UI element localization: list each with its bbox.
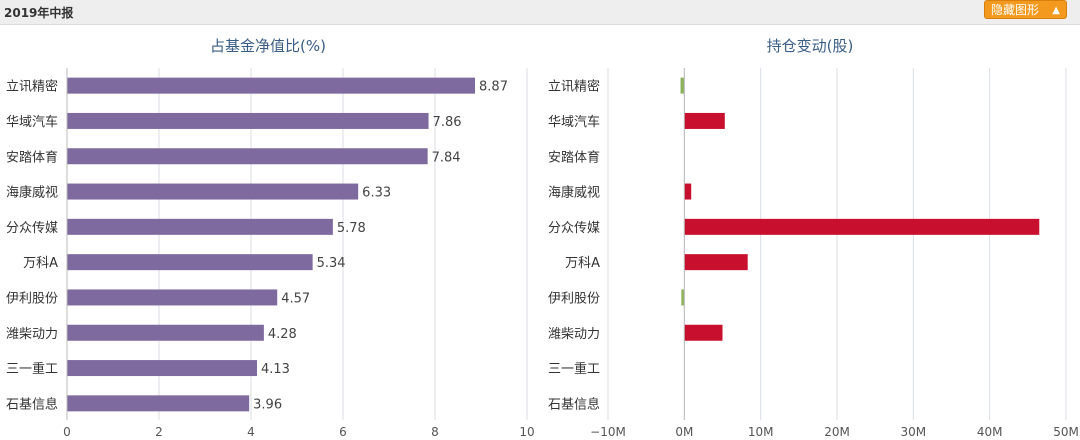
right-chart-category-label: 万科A: [565, 256, 600, 271]
left-chart-tick-label: 2: [155, 425, 163, 439]
right-chart-tick-label: 50M: [1053, 425, 1079, 439]
right-chart: −10M 0M 10M 20M 30M 40M 50M 立讯精密华域汽车安踏体育海康威视分众传…: [548, 68, 1079, 439]
left-chart-tick-label: 4: [247, 425, 255, 439]
left-chart-data-label: 5.34: [317, 256, 346, 271]
left-chart-data-label: 3.96: [253, 397, 282, 412]
right-chart-tick-label: 0M: [675, 425, 693, 439]
right-chart-tick-label: −10M: [590, 425, 626, 439]
right-chart-tick-label: 30M: [901, 425, 927, 439]
right-chart-bar: [684, 324, 723, 341]
left-chart-category-label: 万科A: [23, 256, 58, 271]
left-chart-category-label: 安踏体育: [6, 149, 58, 165]
right-chart-category-label: 分众传媒: [548, 221, 600, 236]
left-chart-data-label: 7.84: [432, 150, 461, 165]
left-chart-category-label: 石基信息: [6, 396, 58, 412]
right-chart-category-label: 伊利股份: [548, 291, 600, 306]
left-chart-bar: [67, 218, 333, 235]
right-chart-bar: [684, 218, 1040, 235]
left-chart-data-label: 4.28: [268, 327, 297, 342]
left-chart-data-label: 7.86: [433, 115, 462, 130]
right-chart-category-label: 海康威视: [548, 185, 600, 201]
left-chart-data-label: 4.57: [281, 291, 310, 306]
hide-chart-button-label: 隐藏图形: [991, 3, 1040, 17]
left-chart-category-label: 潍柴动力: [6, 327, 58, 342]
right-chart-category-label: 华域汽车: [548, 114, 600, 130]
left-chart-bar: [67, 289, 278, 306]
right-chart-tick-label: 20M: [824, 425, 850, 439]
left-chart-category-label: 分众传媒: [6, 221, 58, 236]
right-chart-category-label: 潍柴动力: [548, 327, 600, 342]
right-chart-bar: [684, 254, 748, 271]
right-chart-category-label: 安踏体育: [548, 149, 600, 165]
left-chart-data-label: 8.87: [479, 80, 508, 95]
right-chart-category-label: 三一重工: [548, 361, 600, 377]
left-chart-category-label: 海康威视: [6, 185, 58, 201]
left-chart-data-label: 5.78: [337, 221, 366, 236]
right-chart-tick-label: 40M: [977, 425, 1003, 439]
left-chart-bar: [67, 183, 359, 200]
left-chart-tick-label: 0: [63, 425, 71, 439]
left-chart-category-label: 伊利股份: [6, 291, 58, 306]
left-chart-tick-label: 6: [339, 425, 347, 439]
hide-chart-button[interactable]: 隐藏图形 ▲: [984, 0, 1067, 19]
right-chart-category-label: 石基信息: [548, 396, 600, 412]
left-chart-bar: [67, 324, 264, 341]
left-chart-bar: [67, 254, 313, 271]
left-chart-category-label: 华域汽车: [6, 114, 58, 130]
right-chart-bar: [680, 77, 685, 94]
left-chart-tick-label: 10: [519, 425, 534, 439]
left-chart-tick-label: 8: [431, 425, 439, 439]
right-chart-title: 持仓变动(股): [767, 37, 854, 55]
left-chart-bar: [67, 112, 429, 129]
caret-up-icon: ▲: [1052, 5, 1060, 16]
left-chart-bar: [67, 395, 250, 412]
left-chart-bar: [67, 360, 257, 377]
right-chart-tick-label: 10M: [748, 425, 774, 439]
right-chart-bar: [681, 289, 685, 306]
left-chart-title: 占基金净值比(%): [210, 37, 326, 55]
report-title: 2019年中报: [4, 6, 74, 20]
left-chart-data-label: 4.13: [261, 362, 290, 377]
left-chart-category-label: 三一重工: [6, 361, 58, 377]
left-chart-data-label: 6.33: [362, 186, 391, 201]
right-chart-bar: [684, 183, 692, 200]
right-chart-bar: [684, 112, 725, 129]
left-chart-bar: [67, 148, 428, 165]
right-chart-category-label: 立讯精密: [548, 79, 600, 95]
report-header: 2019年中报 隐藏图形 ▲: [0, 0, 1080, 25]
left-chart: 0 2 4 6 8 10 立讯精密 8.87 华域汽车 7.86 安踏体育 7.84 海康威视 6.33 分…: [6, 68, 535, 439]
left-chart-category-label: 立讯精密: [6, 79, 58, 95]
left-chart-bar: [67, 77, 476, 94]
